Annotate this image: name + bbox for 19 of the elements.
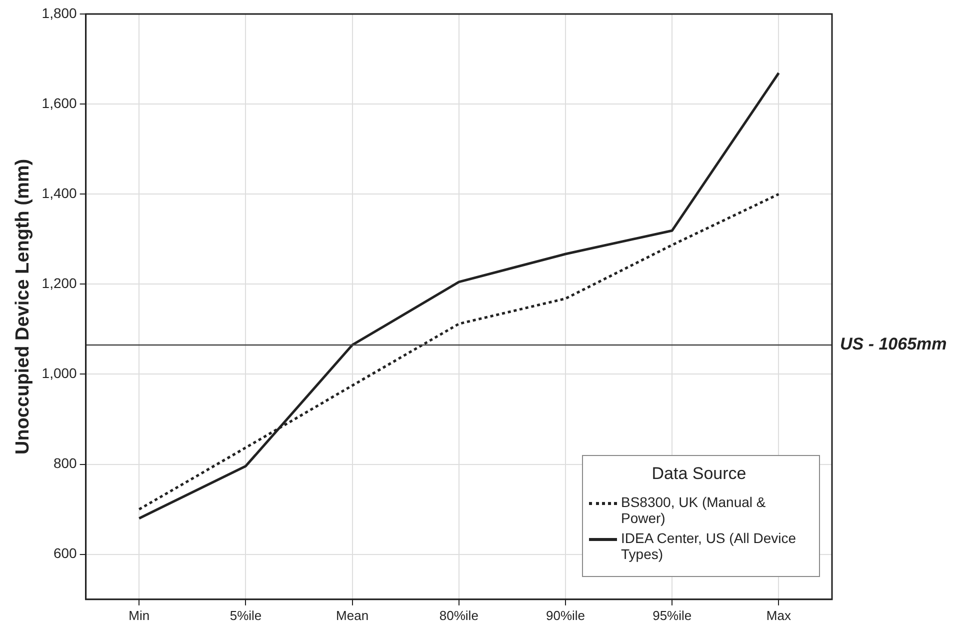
y-tick-label: 1,800 <box>42 4 78 21</box>
ref-line-label: US - 1065mm <box>840 334 947 354</box>
x-tick-label: Max <box>766 608 792 623</box>
y-tick-label: 800 <box>53 455 78 472</box>
legend-title: Data Source <box>650 464 748 484</box>
y-tick-label: 1,600 <box>42 94 78 111</box>
x-tick-label: Mean <box>336 608 369 623</box>
legend-label: IDEA Center, US (All Device Types) <box>621 530 798 562</box>
y-tick-label: 600 <box>53 545 78 562</box>
x-tick-label: 90%ile <box>546 608 586 623</box>
legend-label: BS8300, UK (Manual & Power) <box>621 494 767 526</box>
y-tick-label: 1,400 <box>42 184 78 201</box>
x-tick-label: 5%ile <box>230 608 262 623</box>
y-tick-label: 1,200 <box>42 275 78 292</box>
x-tick-label: Min <box>128 608 150 623</box>
y-axis-title: Unoccupied Device Length (mm) <box>12 158 34 455</box>
x-tick-label: 95%ile <box>652 608 692 623</box>
y-tick-label: 1,000 <box>42 365 78 382</box>
x-tick-label: 80%ile <box>439 608 478 623</box>
